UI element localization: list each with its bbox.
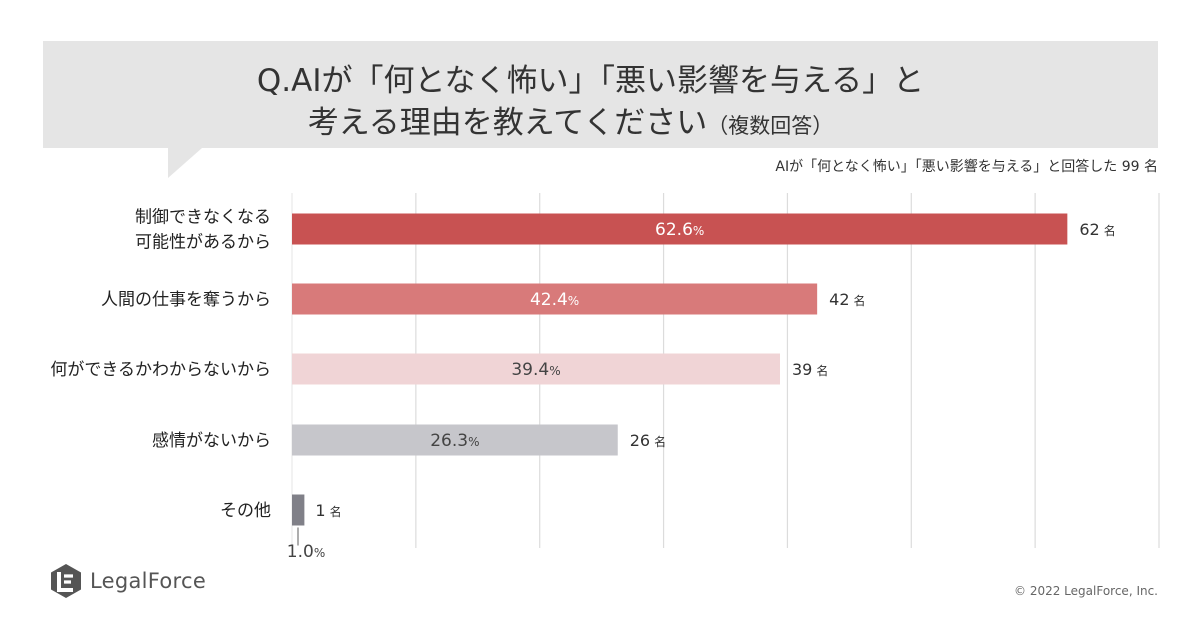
- title-note: （複数回答）: [707, 114, 834, 138]
- legalforce-logo-icon: [51, 564, 81, 598]
- title-banner: Q.AIが「何となく怖い」「悪い影響を与える」と 考える理由を教えてください（複…: [43, 41, 1158, 148]
- bar: [292, 353, 780, 385]
- bars: [292, 213, 1068, 526]
- count-label: 26 名: [630, 431, 666, 450]
- category-label: 何ができるかわからないから: [50, 360, 271, 380]
- category-label: 制御できなくなる可能性があるから: [135, 208, 271, 253]
- count-label: 42 名: [829, 290, 865, 309]
- respondents-note: AIが「何となく怖い」「悪い影響を与える」と回答した 99 名: [775, 159, 1158, 175]
- value-label: 39.4%: [511, 360, 560, 380]
- bar: [292, 213, 1068, 245]
- title-line-2-text: 考える理由を教えてください: [307, 105, 708, 141]
- category-label: 人間の仕事を奪うから: [101, 290, 271, 310]
- category-label: 感情がないから: [152, 431, 271, 451]
- bar: [292, 283, 818, 315]
- banner-tail: [168, 148, 202, 178]
- value-label: 1.0%: [287, 542, 325, 562]
- count-label: 39 名: [792, 360, 828, 379]
- bar: [292, 424, 618, 456]
- value-label: 62.6%: [655, 220, 704, 240]
- value-label: 26.3%: [430, 431, 479, 451]
- value-label: 42.4%: [530, 290, 579, 310]
- category-label: その他: [220, 501, 271, 521]
- bar: [292, 494, 305, 526]
- title-line-2: 考える理由を教えてください（複数回答）: [13, 97, 1128, 142]
- copyright: © 2022 LegalForce, Inc.: [1014, 584, 1158, 598]
- count-label: 62 名: [1079, 220, 1115, 239]
- brand-logo: LegalForce: [50, 563, 206, 599]
- brand-name: LegalForce: [90, 569, 207, 593]
- labels: 制御できなくなる可能性があるから 62 名 62.6% 人間の仕事を奪うから 42 名 42.…: [50, 208, 1115, 563]
- title-line-1: Q.AIが「何となく怖い」「悪い影響を与える」と: [256, 63, 925, 99]
